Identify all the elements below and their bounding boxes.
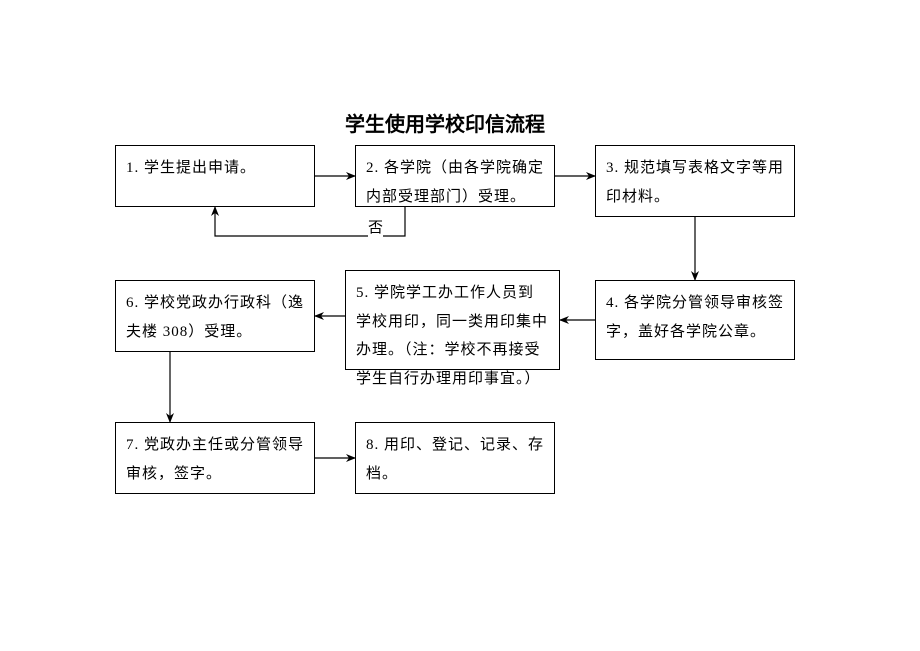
flowchart-title: 学生使用学校印信流程 [345,108,545,137]
flowchart-node-n3: 3. 规范填写表格文字等用印材料。 [595,145,795,217]
flowchart-node-n1: 1. 学生提出申请。 [115,145,315,207]
flowchart-node-n2: 2. 各学院（由各学院确定内部受理部门）受理。 [355,145,555,207]
flowchart-node-n4: 4. 各学院分管领导审核签字，盖好各学院公章。 [595,280,795,360]
flowchart-node-n5: 5. 学院学工办工作人员到学校用印，同一类用印集中办理。（注：学校不再接受学生自… [345,270,560,370]
flowchart-node-n7: 7. 党政办主任或分管领导审核，签字。 [115,422,315,494]
flowchart-node-n6: 6. 学校党政办行政科（逸夫楼 308）受理。 [115,280,315,352]
flowchart-node-n8: 8. 用印、登记、记录、存档。 [355,422,555,494]
edge-label-n2-n1: 否 [368,216,383,237]
flowchart-canvas: 学生使用学校印信流程 1. 学生提出申请。 2. 各学院（由各学院确定内部受理部门… [0,0,920,651]
